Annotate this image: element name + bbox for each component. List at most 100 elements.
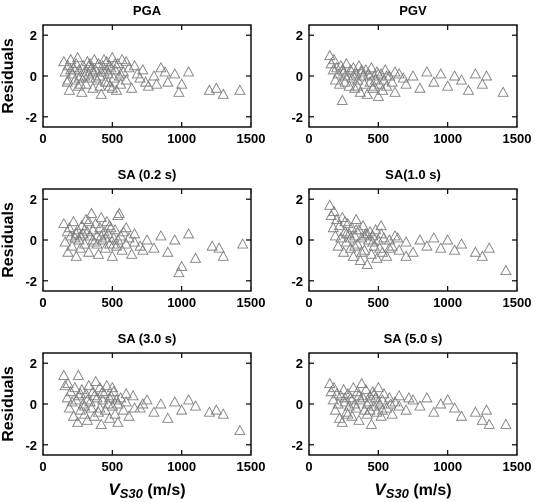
- data-point: [189, 252, 202, 263]
- data-point: [414, 82, 426, 93]
- data-point: [336, 416, 349, 427]
- data-point: [372, 90, 385, 101]
- data-point: [365, 418, 378, 429]
- data-point: [497, 86, 509, 97]
- data-point: [150, 78, 163, 89]
- data-point: [234, 424, 246, 435]
- data-point: [347, 250, 360, 261]
- data-point: [329, 74, 342, 85]
- data-point: [106, 51, 119, 63]
- data-point: [113, 207, 126, 218]
- x-tick-label: 500: [367, 459, 389, 474]
- x-tick-label: 1500: [503, 459, 532, 474]
- data-point: [155, 398, 167, 409]
- data-point: [96, 385, 109, 397]
- data-point: [367, 236, 379, 247]
- data-point: [106, 250, 119, 261]
- data-point: [378, 387, 390, 399]
- data-point: [98, 53, 110, 65]
- data-point: [329, 229, 342, 241]
- data-point: [74, 229, 87, 241]
- data-point: [455, 410, 468, 421]
- data-point: [89, 72, 102, 83]
- data-point: [350, 223, 362, 235]
- x-tick-label: 0: [39, 459, 46, 474]
- data-point: [480, 404, 493, 415]
- x-tick-label: 1000: [433, 295, 462, 310]
- data-point: [393, 389, 405, 401]
- data-point: [87, 234, 99, 245]
- data-point: [62, 74, 74, 85]
- data-point: [327, 221, 340, 233]
- data-point: [358, 244, 371, 255]
- data-point: [127, 389, 139, 401]
- data-point: [380, 250, 393, 261]
- data-point: [375, 410, 387, 421]
- data-point: [213, 242, 225, 253]
- data-point: [67, 410, 80, 421]
- data-point: [62, 246, 74, 257]
- data-point: [78, 223, 91, 235]
- data-point: [110, 84, 123, 95]
- data-point: [469, 68, 482, 79]
- data-point: [372, 234, 385, 245]
- y-tick-label: -2: [291, 438, 303, 453]
- data-point: [343, 80, 355, 91]
- data-point: [329, 404, 342, 415]
- data-point: [168, 68, 181, 79]
- data-point: [441, 234, 454, 245]
- data-point: [428, 232, 440, 243]
- data-point: [123, 410, 135, 421]
- data-point: [99, 232, 112, 243]
- data-point: [391, 232, 404, 243]
- data-point: [80, 213, 92, 225]
- data-point: [428, 76, 440, 87]
- data-point: [330, 213, 343, 225]
- data-point: [103, 59, 116, 71]
- data-point: [371, 406, 383, 417]
- scatter-points: [324, 377, 512, 429]
- data-point: [78, 408, 91, 419]
- data-point: [324, 49, 336, 61]
- data-point: [389, 229, 401, 241]
- data-point: [74, 78, 87, 89]
- data-point: [344, 63, 357, 75]
- data-point: [72, 369, 85, 380]
- data-point: [357, 219, 369, 231]
- y-tick-label: 0: [30, 69, 37, 84]
- data-point: [94, 221, 106, 233]
- y-tick-label: 0: [30, 233, 37, 248]
- data-point: [141, 393, 153, 405]
- y-tick-label: -2: [25, 274, 37, 289]
- data-point: [155, 229, 167, 241]
- data-point: [500, 418, 512, 429]
- data-point: [448, 244, 461, 255]
- data-point: [358, 229, 371, 241]
- data-point: [175, 260, 188, 271]
- data-point: [87, 65, 99, 77]
- y-axis-label: Residuals: [0, 38, 17, 114]
- data-point: [123, 61, 135, 73]
- data-point: [355, 377, 368, 389]
- data-point: [162, 76, 174, 87]
- data-point: [347, 381, 360, 393]
- data-point: [383, 242, 396, 253]
- y-tick-label: 2: [296, 192, 303, 207]
- data-point: [393, 244, 405, 255]
- data-point: [372, 68, 385, 79]
- y-tick-label: -2: [291, 274, 303, 289]
- data-point: [469, 406, 482, 417]
- data-point: [182, 393, 195, 405]
- x-tick-label: 1500: [237, 459, 266, 474]
- data-point: [385, 398, 397, 409]
- data-point: [462, 84, 475, 95]
- data-point: [343, 400, 355, 411]
- data-point: [339, 70, 351, 81]
- x-tick-label: 500: [101, 131, 123, 146]
- data-point: [120, 387, 132, 399]
- data-point: [348, 240, 361, 251]
- data-point: [407, 70, 419, 81]
